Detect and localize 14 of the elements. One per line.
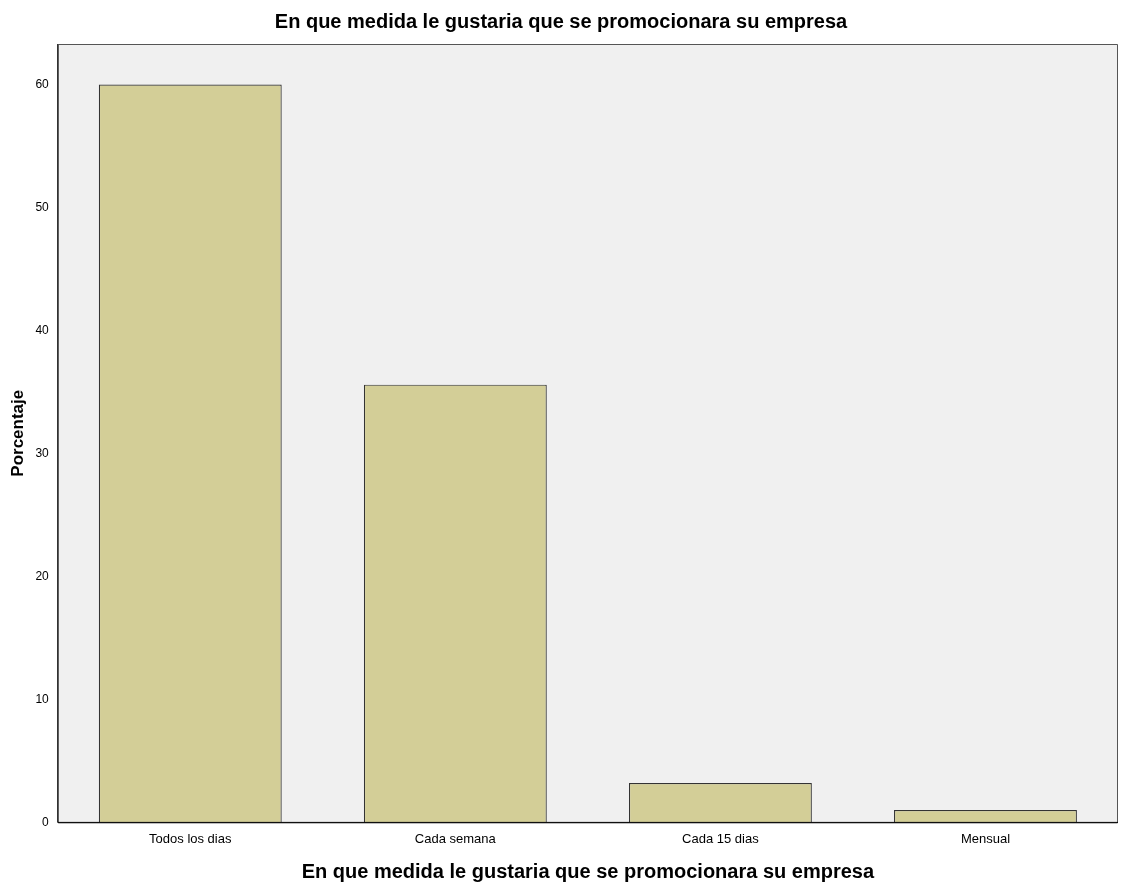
y-tick-label: 10 bbox=[35, 691, 50, 706]
x-tick-label: Mensual bbox=[960, 830, 1011, 846]
x-tick-label: Todos los dias bbox=[149, 830, 232, 846]
y-tick-label: 40 bbox=[35, 322, 50, 337]
x-tick-label: Cada semana bbox=[414, 830, 497, 846]
y-tick-label: 0 bbox=[42, 814, 50, 829]
x-tick-label: Cada 15 dias bbox=[682, 830, 760, 846]
y-axis-title: Porcentaje bbox=[7, 389, 27, 477]
chart-title: En que medida le gustaria que se promocionara su empresa bbox=[274, 9, 849, 32]
x-axis-title: En que medida le gustaria que se promocionara su empresa bbox=[301, 859, 875, 882]
y-tick-label: 50 bbox=[35, 199, 50, 214]
y-tick-label: 30 bbox=[35, 445, 50, 460]
y-tick-label: 20 bbox=[35, 568, 50, 583]
y-tick-label: 60 bbox=[35, 76, 50, 91]
